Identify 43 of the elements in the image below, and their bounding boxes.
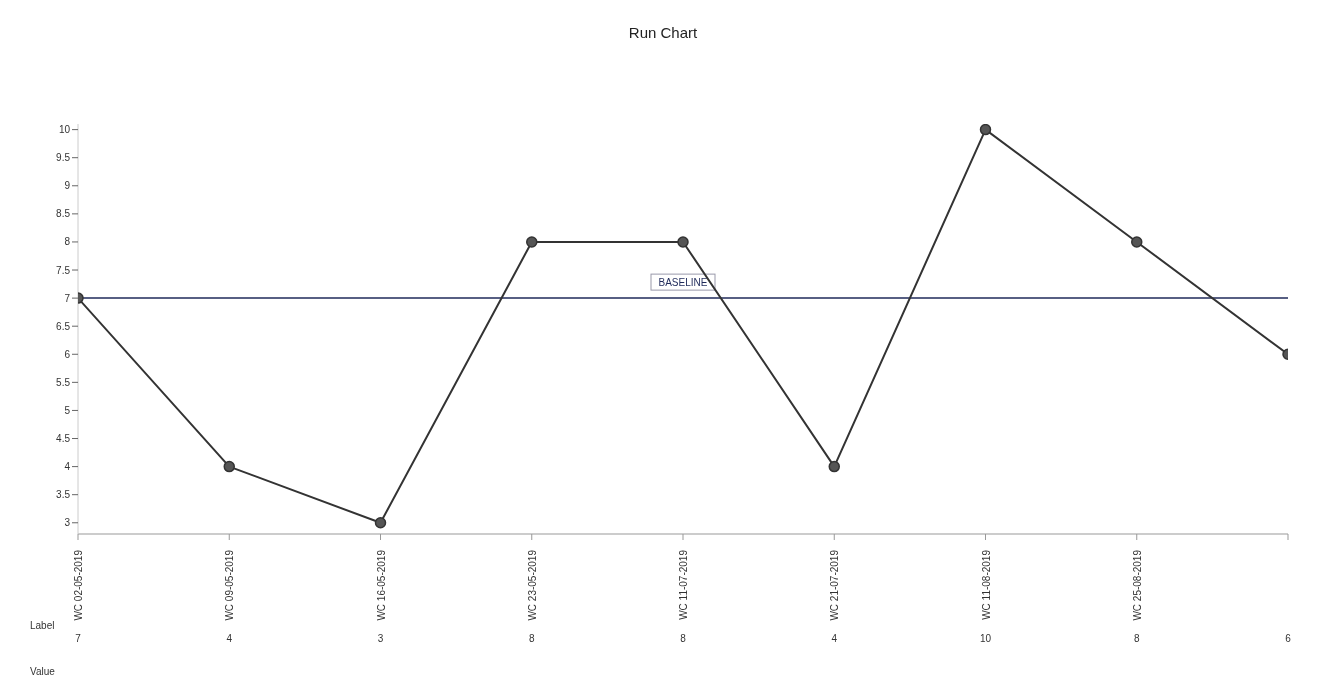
chart-title: Run Chart (627, 23, 699, 43)
data-label: 6 (1285, 633, 1292, 644)
data-label: 7 (75, 633, 82, 644)
y-tick-label: 7 (64, 292, 71, 304)
y-tick-label: 8.5 (56, 208, 71, 220)
x-tick-label: WC 02-05-2019 (73, 549, 84, 621)
y-tick-label: 5.5 (56, 376, 71, 388)
point (677, 236, 689, 248)
y-tick-label: 6 (64, 348, 71, 360)
x-tick-label: WC 16-05-2019 (375, 549, 387, 621)
point (223, 460, 235, 473)
y-tick-label: 6.5 (56, 320, 71, 332)
point (526, 236, 538, 248)
y-tick-label: 7.5 (56, 264, 71, 276)
data-label: 10 (979, 633, 992, 644)
text: Value (30, 666, 55, 677)
ref-line-label: BASELINE (658, 277, 708, 289)
y-tick-label: 8 (64, 236, 71, 248)
x-tick-label: WC 21-07-2019 (829, 549, 841, 621)
x-tick-label: WC 25-08-2019 (1131, 549, 1143, 621)
y-tick-label: 5 (64, 404, 71, 416)
y-tick-label: 3 (64, 517, 71, 529)
point (374, 517, 387, 529)
data-label: 4 (831, 633, 838, 644)
data-label: 8 (528, 633, 535, 644)
text: Label (30, 620, 55, 631)
x-tick-label: WC 11-07-2019 (678, 549, 689, 620)
x-tick-label: WC 11-08-2019 (980, 549, 992, 620)
y-tick-label: 4.5 (56, 433, 71, 445)
data-label: 4 (226, 633, 233, 644)
point (979, 124, 992, 136)
y-tick-label: 9 (64, 180, 71, 192)
data-label: 8 (680, 633, 687, 644)
x-tick-label: WC 09-05-2019 (224, 549, 236, 621)
point (1131, 236, 1143, 248)
x-tick-label: WC 23-05-2019 (526, 549, 538, 621)
y-tick-label: 3.5 (56, 489, 71, 501)
data-label: 3 (377, 633, 384, 644)
y-tick-label: 4 (64, 461, 71, 473)
y-tick-label: 10 (58, 124, 71, 136)
data-label: 8 (1133, 633, 1140, 644)
y-tick-label: 9.5 (56, 152, 71, 164)
point (828, 460, 840, 473)
